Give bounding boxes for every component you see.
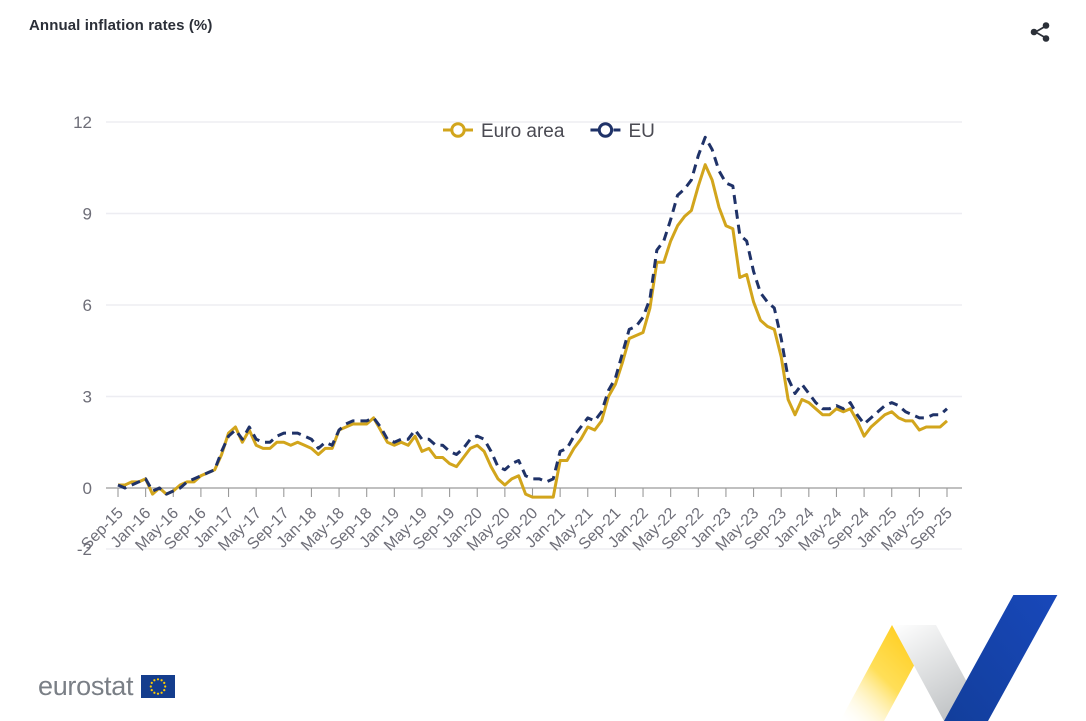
y-axis-tick-label: 0 xyxy=(83,479,92,498)
y-axis-labels: -2 0 3 6 9 12 xyxy=(73,113,92,559)
eurostat-wordmark: eurostat xyxy=(38,670,134,701)
eurostat-logo: eurostat xyxy=(38,669,176,703)
legend-marker xyxy=(597,122,614,138)
series-line-euro-area xyxy=(118,163,948,499)
y-axis-tick-label: 3 xyxy=(83,388,92,407)
share-button[interactable] xyxy=(1025,17,1055,47)
series-group xyxy=(117,135,948,499)
eu-flag-icon xyxy=(141,674,176,698)
y-axis-tick-label: 6 xyxy=(83,296,92,315)
grid-lines xyxy=(106,121,962,550)
x-axis-labels: Sep-15Jan-16May-16Sep-16Jan-17May-17Sep-… xyxy=(78,505,956,555)
legend-label: Euro area xyxy=(481,121,565,142)
y-axis-tick-label: -2 xyxy=(77,540,92,559)
axis xyxy=(106,487,962,497)
page-title: Annual inflation rates (%) xyxy=(29,17,213,34)
y-axis-tick-label: 9 xyxy=(83,205,92,224)
share-icon xyxy=(1030,22,1050,42)
inflation-line-chart: Euro area EU Sep-15Jan-16May-16Sep-16Jan-1… xyxy=(73,113,962,559)
legend-label: EU xyxy=(628,121,654,142)
eu-flag-stars xyxy=(149,677,167,695)
series-line-eu xyxy=(117,135,948,496)
legend-marker xyxy=(450,122,466,138)
legend: Euro area EU xyxy=(443,121,655,142)
legend-item-euro-area[interactable]: Euro area xyxy=(443,121,565,142)
y-axis-tick-label: 12 xyxy=(73,113,92,132)
legend-item-eu[interactable]: EU xyxy=(590,121,655,142)
